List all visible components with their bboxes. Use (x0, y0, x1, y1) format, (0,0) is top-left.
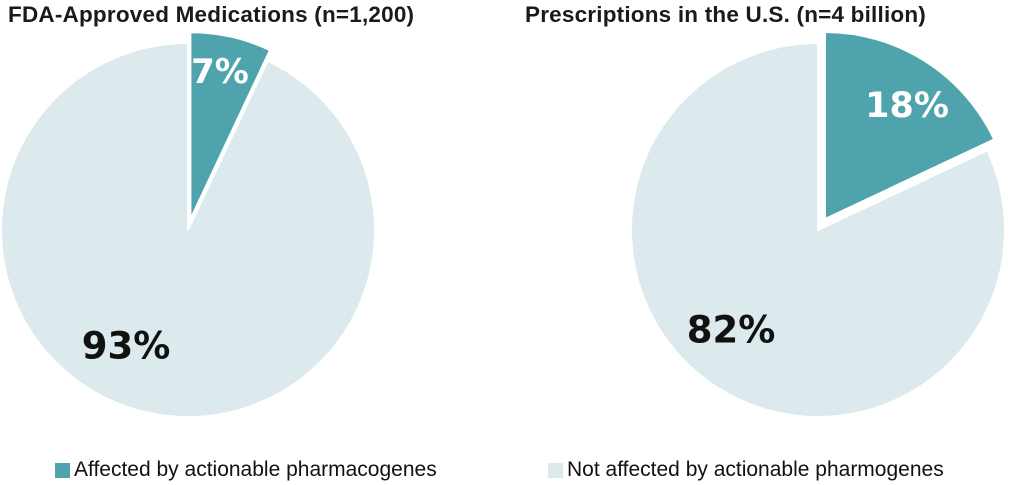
pie-chart-prescriptions: 18% 82% (630, 31, 1006, 418)
legend-item-not-affected: Not affected by actionable pharmogenes (548, 458, 944, 482)
data-label-18-percent: 18% (865, 86, 949, 126)
chart-title-prescriptions: Prescriptions in the U.S. (n=4 billion) (525, 2, 926, 27)
legend-label-affected: Affected by actionable pharmacogenes (74, 458, 437, 481)
pie-chart-fda-medications: 7% 93% (0, 31, 376, 418)
legend-item-affected: Affected by actionable pharmacogenes (55, 458, 437, 482)
chart-title-fda-medications: FDA-Approved Medications (n=1,200) (8, 2, 415, 27)
legend-swatch-not-affected-icon (548, 462, 563, 478)
legend-swatch-affected-icon (55, 462, 70, 478)
pie-slice-not-affected (630, 41, 1006, 418)
legend-label-not-affected: Not affected by actionable pharmogenes (567, 458, 944, 481)
pie-slice-not-affected (0, 41, 376, 418)
data-label-82-percent: 82% (687, 309, 776, 352)
pie-slice-affected (189, 31, 272, 220)
data-label-93-percent: 93% (82, 325, 171, 368)
pie-slice-affected (823, 31, 996, 221)
data-label-7-percent: 7% (191, 52, 249, 92)
